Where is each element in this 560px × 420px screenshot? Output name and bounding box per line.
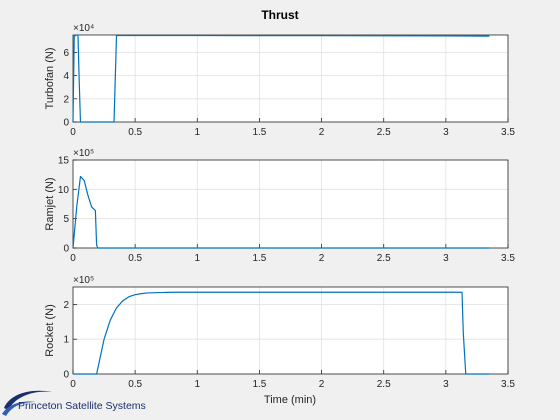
rocket-subplot: 0 0.5 1 1.5 2 2.5 3 3.5 0 1 2 ×10⁵ Rocket (N) — [44, 275, 515, 390]
rocket-thrust-line — [73, 291, 490, 375]
turbofan-y-tick-label: 2 — [63, 94, 69, 105]
rocket-plot-area — [73, 287, 508, 374]
ramjet-x-tick-label: 2 — [319, 253, 325, 264]
chart-title: Thrust — [261, 8, 298, 22]
subplots: 0 0.5 1 1.5 2 2.5 3 3.5 0 2 4 6 ×10⁴ Turbofan (N) 0 0.5… — [44, 23, 515, 390]
rocket-y-tick-label: 0 — [63, 370, 69, 381]
rocket-y-axis-label: Rocket (N) — [44, 304, 56, 357]
turbofan-x-tick-label: 3 — [443, 127, 449, 138]
turbofan-y-tick-label: 4 — [63, 71, 69, 82]
rocket-x-tick-label: 2 — [319, 379, 325, 390]
ramjet-y-tick-label: 5 — [63, 214, 69, 225]
ramjet-y-axis-label: Ramjet (N) — [44, 177, 56, 230]
rocket-x-tick-label: 0.5 — [128, 379, 142, 390]
rocket-y-tick-label: 1 — [63, 335, 69, 346]
ramjet-thrust-line — [72, 175, 490, 249]
turbofan-exponent-label: ×10⁴ — [73, 23, 94, 34]
turbofan-y-tick-label: 6 — [63, 48, 69, 59]
logo-text: Princeton Satellite Systems — [18, 400, 146, 412]
rocket-x-tick-label: 1.5 — [252, 379, 266, 390]
logo-swoosh-icon — [2, 390, 52, 416]
rocket-axes-frame — [72, 286, 509, 375]
rocket-x-tick-label: 3.5 — [501, 379, 515, 390]
x-axis-label: Time (min) — [264, 394, 316, 406]
rocket-exponent-label: ×10⁵ — [73, 275, 94, 286]
turbofan-x-tick-label: 1.5 — [252, 127, 266, 138]
turbofan-y-tick-label: 0 — [63, 118, 69, 129]
ramjet-x-tick-label: 0 — [70, 253, 76, 264]
turbofan-subplot: 0 0.5 1 1.5 2 2.5 3 3.5 0 2 4 6 ×10⁴ Turbofan (N) — [44, 23, 515, 138]
ramjet-subplot: 0 0.5 1 1.5 2 2.5 3 3.5 0 5 10 15×10⁵ Ramjet (N) — [44, 148, 515, 264]
ramjet-y-tick-label: 0 — [63, 244, 69, 255]
turbofan-thrust-line — [72, 34, 490, 123]
ramjet-exponent-label: ×10⁵ — [73, 148, 94, 159]
ramjet-plot-area — [73, 160, 508, 248]
ramjet-x-tick-label: 1.5 — [252, 253, 266, 264]
turbofan-x-tick-label: 0.5 — [128, 127, 142, 138]
turbofan-x-tick-label: 2 — [319, 127, 325, 138]
turbofan-x-tick-label: 3.5 — [501, 127, 515, 138]
ramjet-x-tick-label: 3.5 — [501, 253, 515, 264]
ramjet-x-tick-label: 2.5 — [377, 253, 391, 264]
turbofan-x-tick-label: 1 — [195, 127, 201, 138]
ramjet-x-tick-label: 3 — [443, 253, 449, 264]
turbofan-axes-frame — [72, 34, 509, 123]
rocket-x-tick-label: 2.5 — [377, 379, 391, 390]
turbofan-x-tick-label: 2.5 — [377, 127, 391, 138]
turbofan-plot-area — [73, 35, 508, 122]
rocket-x-tick-label: 1 — [195, 379, 201, 390]
ramjet-y-tick-label: 10 — [58, 185, 70, 196]
ramjet-x-tick-label: 1 — [195, 253, 201, 264]
rocket-x-tick-label: 3 — [443, 379, 449, 390]
rocket-y-tick-label: 2 — [63, 300, 69, 311]
ramjet-x-tick-label: 0.5 — [128, 253, 142, 264]
rocket-x-tick-label: 0 — [70, 379, 76, 390]
ramjet-y-tick-label: 15 — [58, 156, 70, 167]
turbofan-y-axis-label: Turbofan (N) — [44, 48, 56, 110]
turbofan-x-tick-label: 0 — [70, 127, 76, 138]
